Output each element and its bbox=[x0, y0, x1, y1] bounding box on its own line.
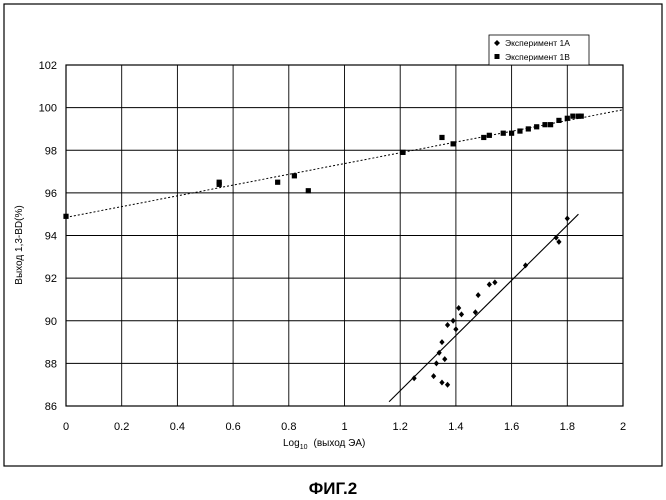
data-point-square bbox=[63, 214, 68, 219]
data-point-diamond bbox=[492, 279, 497, 285]
x-tick-label: 0.8 bbox=[281, 421, 296, 433]
data-point-diamond bbox=[439, 339, 444, 345]
data-point-square bbox=[517, 128, 522, 133]
x-tick-label: 1.2 bbox=[393, 421, 408, 433]
data-point-square bbox=[548, 122, 553, 127]
data-point-diamond bbox=[451, 318, 456, 324]
legend: Эксперимент 1А Эксперимент 1В bbox=[489, 35, 589, 65]
data-point-diamond bbox=[459, 311, 464, 317]
data-point-square bbox=[487, 133, 492, 138]
x-tick-label: 0.4 bbox=[170, 421, 185, 433]
data-point-diamond bbox=[439, 380, 444, 386]
x-tick-label: 0.6 bbox=[225, 421, 240, 433]
data-point-square bbox=[509, 131, 514, 136]
x-tick-label: 1.4 bbox=[448, 421, 463, 433]
data-point-diamond bbox=[556, 239, 561, 245]
data-point-square bbox=[556, 118, 561, 123]
data-point-square bbox=[570, 114, 575, 119]
y-tick-label: 94 bbox=[45, 231, 57, 243]
data-point-diamond bbox=[442, 356, 447, 362]
data-point-square bbox=[534, 124, 539, 129]
data-point-square bbox=[306, 188, 311, 193]
y-tick-label: 86 bbox=[45, 401, 57, 413]
data-point-diamond bbox=[565, 215, 570, 221]
y-tick-label: 92 bbox=[45, 273, 57, 285]
x-axis-title: Log10 (выход ЭА) bbox=[283, 438, 365, 451]
figure-caption: ФИГ.2 bbox=[309, 479, 357, 498]
legend-label-1a: Эксперимент 1А bbox=[505, 38, 570, 48]
data-point-square bbox=[501, 131, 506, 136]
x-tick-labels: 0 0.2 0.4 0.6 0.8 1 1.2 1.4 1.6 1.8 2 bbox=[63, 421, 626, 433]
data-point-square bbox=[451, 141, 456, 146]
y-tick-label: 90 bbox=[45, 316, 57, 328]
y-tick-label: 96 bbox=[45, 188, 57, 200]
data-point-diamond bbox=[456, 305, 461, 311]
data-point-square bbox=[400, 150, 405, 155]
legend-label-1b: Эксперимент 1В bbox=[505, 52, 570, 62]
y-tick-label: 100 bbox=[39, 103, 57, 115]
trend-line-series-1 bbox=[389, 214, 578, 402]
chart-outer-border bbox=[4, 4, 662, 466]
x-tick-label: 1.8 bbox=[560, 421, 575, 433]
data-point-diamond bbox=[523, 262, 528, 268]
x-axis-title-main: Log bbox=[283, 438, 300, 449]
x-tick-label: 1 bbox=[341, 421, 347, 433]
data-points bbox=[63, 114, 583, 388]
data-point-diamond bbox=[445, 382, 450, 388]
x-tick-label: 2 bbox=[620, 421, 626, 433]
data-point-square bbox=[579, 114, 584, 119]
data-point-square bbox=[526, 126, 531, 131]
x-axis-title-subscript: 10 bbox=[300, 444, 308, 451]
y-tick-label: 98 bbox=[45, 145, 57, 157]
data-point-square bbox=[275, 180, 280, 185]
grid-lines bbox=[66, 65, 623, 406]
x-tick-label: 0 bbox=[63, 421, 69, 433]
x-tick-label: 1.6 bbox=[504, 421, 519, 433]
data-point-square bbox=[481, 135, 486, 140]
plot-area bbox=[63, 65, 623, 406]
data-point-diamond bbox=[453, 326, 458, 332]
data-point-square bbox=[217, 180, 222, 185]
x-axis-title-rest: (выход ЭА) bbox=[313, 438, 365, 449]
data-point-square bbox=[542, 122, 547, 127]
data-point-diamond bbox=[431, 373, 436, 379]
data-point-diamond bbox=[487, 282, 492, 288]
data-point-diamond bbox=[476, 292, 481, 298]
y-tick-label: 88 bbox=[45, 358, 57, 370]
data-point-diamond bbox=[412, 375, 417, 381]
legend-marker-1b bbox=[495, 54, 500, 59]
data-point-square bbox=[565, 116, 570, 121]
data-point-square bbox=[292, 173, 297, 178]
y-tick-labels: 86 88 90 92 94 96 98 100 102 bbox=[39, 60, 57, 413]
data-point-diamond bbox=[434, 360, 439, 366]
data-point-square bbox=[439, 135, 444, 140]
data-point-diamond bbox=[445, 322, 450, 328]
x-tick-label: 0.2 bbox=[114, 421, 129, 433]
y-tick-label: 102 bbox=[39, 60, 57, 72]
y-axis-title: Выход 1,3-BD(%) bbox=[14, 205, 25, 284]
